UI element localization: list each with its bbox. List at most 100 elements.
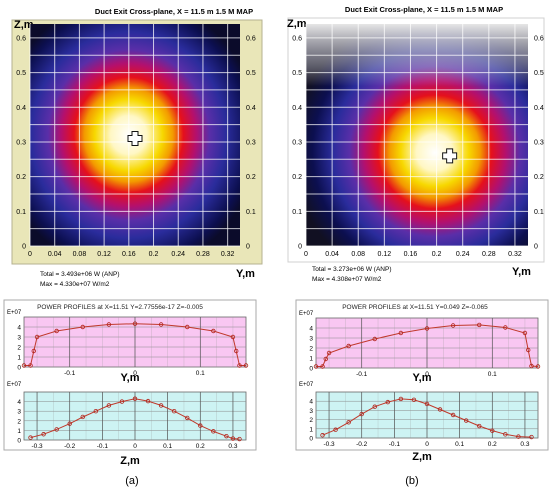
profile-y-label-a: Y,m xyxy=(121,372,140,384)
data-point xyxy=(132,396,138,401)
x-tick-label: -0.1 xyxy=(64,370,76,377)
y-tick-label: 1 xyxy=(309,356,313,363)
y-tick-label: 3 xyxy=(17,409,21,416)
x-tick-label: 0 xyxy=(133,370,137,377)
data-point xyxy=(359,411,364,417)
data-point xyxy=(372,336,377,342)
z-tick-label-right: 0 xyxy=(534,244,538,251)
y-tick-label: 1 xyxy=(17,355,21,362)
x-tick-label: 0.1 xyxy=(455,441,464,448)
x-tick-label: 0.24 xyxy=(171,251,185,258)
data-point xyxy=(424,326,430,331)
x-tick-label: 0.1 xyxy=(488,371,497,378)
peak-marker-b xyxy=(442,148,458,164)
data-point xyxy=(28,363,33,368)
profile-y-b: 0 1 2 3 4 -0.1 0 0.1 xyxy=(309,317,541,378)
data-point xyxy=(424,401,430,407)
z-tick-label-left: 0.6 xyxy=(292,35,302,42)
data-point xyxy=(132,321,138,326)
x-tick-label: 0.28 xyxy=(482,251,496,258)
x-tick-label: 0.12 xyxy=(378,251,392,258)
panel-b: Duct Exit Cross-plane, X = 11.5 m 1.5 M … xyxy=(287,5,549,487)
profile-z-label-b: Z,m xyxy=(412,451,432,463)
profiles-title-b: POWER PROFILES at X=11.51 Y=0.049 Z=-0.0… xyxy=(342,304,488,311)
y-tick-label: 3 xyxy=(17,335,21,342)
data-point xyxy=(490,428,495,433)
y-tick-label: 4 xyxy=(17,399,21,406)
z-tick-label-left: 0.2 xyxy=(292,174,302,181)
data-point xyxy=(437,407,443,412)
x-tick-label: 0 xyxy=(425,371,429,378)
data-point xyxy=(450,412,456,418)
z-axis-label-b: Z,m xyxy=(287,18,307,30)
series-line xyxy=(30,398,240,440)
x-tick-label: 0.16 xyxy=(122,251,136,258)
peak-cross-icon xyxy=(127,130,143,146)
z-axis-label-a: Z,m xyxy=(14,19,34,31)
x-tick-label: 0.1 xyxy=(196,370,205,377)
x-tick-label: -0.2 xyxy=(356,441,368,448)
y-tick-label: 3 xyxy=(309,408,313,415)
data-point xyxy=(398,396,404,402)
y-tick-label: 0 xyxy=(17,438,21,445)
data-point xyxy=(463,418,469,423)
series-line xyxy=(316,324,539,367)
y-tick-label: 4 xyxy=(309,326,313,333)
x-tick-label: 0.08 xyxy=(351,251,365,258)
x-tick-label: 0.32 xyxy=(508,251,522,258)
data-point xyxy=(503,432,508,437)
z-tick-label-left: 0 xyxy=(22,244,26,251)
x-tick-label: 0.12 xyxy=(97,251,111,258)
data-point xyxy=(237,363,242,368)
y-tick-label: 4 xyxy=(17,325,21,332)
y-tick-label: 0 xyxy=(309,436,313,443)
x-tick-label: 0.3 xyxy=(520,441,529,448)
x-tick-label: 0 xyxy=(28,251,32,258)
data-point xyxy=(67,421,72,426)
data-point xyxy=(31,348,36,354)
x-tick-label: 0 xyxy=(425,441,429,448)
data-point xyxy=(54,427,59,432)
profile-z-b: 0 1 2 3 4 -0.3 -0.2 -0.1 0 0.1 0.2 0.3 xyxy=(309,391,539,448)
caption-a: (a) xyxy=(125,475,138,487)
data-point xyxy=(385,399,391,405)
data-point xyxy=(41,432,46,437)
z-tick-label-left: 0.4 xyxy=(16,105,26,112)
data-point xyxy=(333,427,338,432)
x-tick-label: 0.04 xyxy=(48,251,62,258)
z-tick-label-left: 0 xyxy=(298,244,302,251)
exp-label-top-a: E+07 xyxy=(7,310,22,316)
total-text-a: Total = 3.493e+06 W (ANP) xyxy=(40,271,120,278)
y-axis-label-b: Y,m xyxy=(512,266,531,278)
z-tick-label-right: 0.4 xyxy=(246,105,256,112)
z-tick-label-left: 0.5 xyxy=(292,70,302,77)
data-point xyxy=(503,325,508,330)
heatmap-ticks-a: 0 0.04 0.08 0.12 0.16 0.2 0.24 0.28 0.320 00.1 0.1… xyxy=(16,35,256,258)
data-point xyxy=(211,328,216,334)
z-tick-label-right: 0.6 xyxy=(534,35,544,42)
x-tick-label: 0.04 xyxy=(325,251,339,258)
y-tick-label: 1 xyxy=(17,428,21,435)
profile-y-a: 0 1 2 3 4 -0.1 0 0.1 xyxy=(17,316,249,377)
data-point xyxy=(171,409,177,414)
max-text-a: Max = 4.330e+07 W/m2 xyxy=(40,281,110,288)
data-point xyxy=(346,420,351,425)
x-tick-label: 0.3 xyxy=(228,443,237,450)
x-tick-label: 0 xyxy=(133,443,137,450)
series-line xyxy=(24,323,246,366)
data-point xyxy=(21,363,27,368)
data-point xyxy=(411,397,417,403)
x-tick-label: 0.16 xyxy=(404,251,418,258)
data-point xyxy=(529,363,534,369)
data-point xyxy=(80,414,85,420)
data-point xyxy=(119,399,125,404)
data-point xyxy=(230,436,236,441)
data-point xyxy=(313,364,319,369)
x-tick-label: 0.2 xyxy=(432,251,442,258)
data-point xyxy=(93,409,99,414)
z-tick-label-right: 0.5 xyxy=(246,70,256,77)
data-point xyxy=(234,348,239,354)
x-tick-label: 0.24 xyxy=(456,251,470,258)
data-point xyxy=(477,423,482,429)
caption-b: (b) xyxy=(405,475,418,487)
